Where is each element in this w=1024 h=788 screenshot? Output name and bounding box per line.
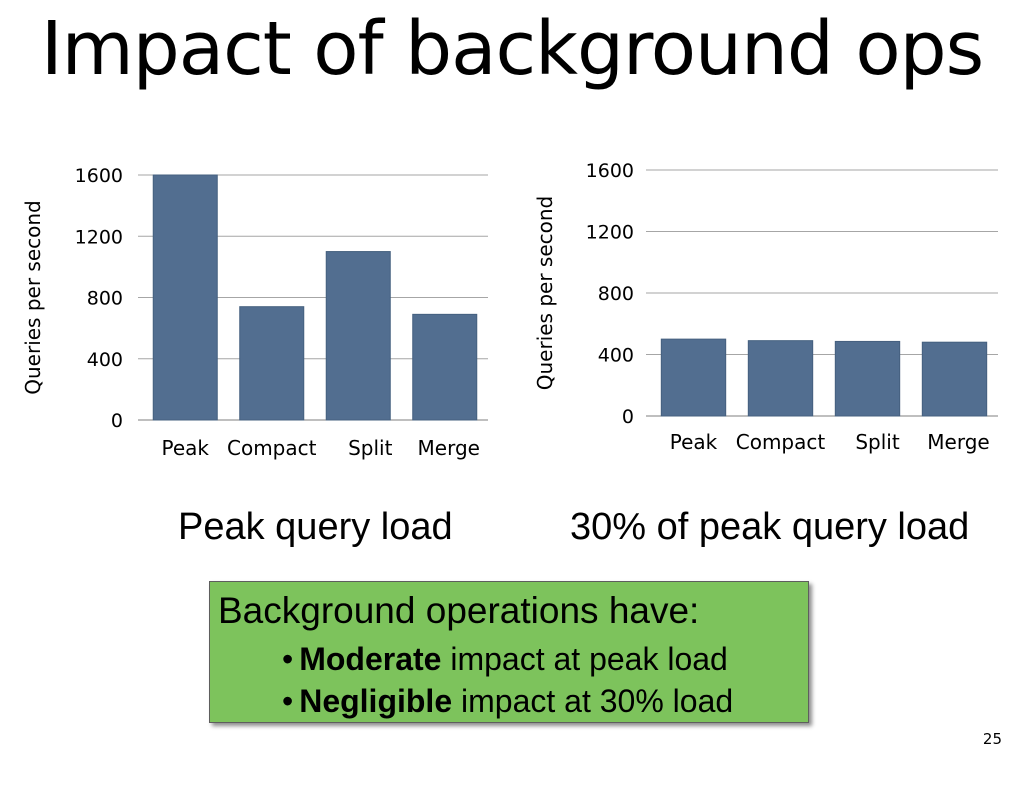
y-tick-label: 1600 — [75, 165, 123, 187]
bullet-text: impact at peak load — [441, 641, 728, 677]
bar — [239, 306, 305, 421]
y-tick-label: 400 — [598, 345, 634, 367]
y-tick-label: 1200 — [75, 226, 123, 248]
callout-heading: Background operations have: — [218, 590, 700, 631]
x-category-label: Split — [855, 430, 900, 454]
x-category-label: Compact — [227, 436, 317, 460]
bar-chart-peak-load: 0 400 800 1200 1600 Queries per second Peak Com… — [21, 165, 488, 460]
bullet-emphasis: Moderate — [299, 641, 442, 677]
y-axis-label: Queries per second — [21, 200, 45, 395]
bar — [412, 313, 478, 421]
y-tick-label: 800 — [598, 283, 634, 305]
x-category-label: Peak — [670, 430, 718, 454]
bar — [325, 251, 391, 421]
bullet-emphasis: Negligible — [299, 683, 453, 719]
y-tick-label: 0 — [622, 406, 634, 428]
bar — [747, 340, 814, 417]
y-tick-label: 1200 — [586, 222, 634, 244]
slide-title: Impact of background ops — [40, 6, 984, 92]
summary-callout: Background operations have: • Moderate im… — [209, 581, 809, 723]
bar-chart-30-percent-load: 0 400 800 1200 1600 Queries per second Peak Com… — [533, 160, 998, 454]
callout-bullet: • Negligible impact at 30% load — [282, 681, 733, 721]
bar — [152, 174, 218, 421]
x-category-label: Merge — [927, 430, 989, 454]
y-tick-label: 1600 — [586, 160, 634, 182]
y-tick-label: 0 — [111, 410, 123, 432]
x-category-label: Merge — [418, 436, 480, 460]
bullet-text: impact at 30% load — [452, 683, 734, 719]
chart-caption-peak-load: Peak query load — [178, 506, 453, 548]
bullet-dot-icon: • — [282, 683, 294, 719]
callout-bullet: • Moderate impact at peak load — [282, 639, 728, 679]
y-axis-label: Queries per second — [533, 196, 557, 391]
bar — [921, 341, 988, 417]
bar — [660, 338, 727, 417]
y-tick-label: 800 — [87, 288, 123, 310]
x-category-label: Compact — [736, 430, 826, 454]
chart-caption-30-percent-load: 30% of peak query load — [570, 506, 970, 548]
x-category-label: Peak — [162, 436, 210, 460]
bullet-dot-icon: • — [282, 641, 294, 677]
x-category-label: Split — [348, 436, 393, 460]
y-tick-label: 400 — [87, 349, 123, 371]
page-number: 25 — [982, 730, 1002, 748]
bar — [834, 340, 901, 417]
